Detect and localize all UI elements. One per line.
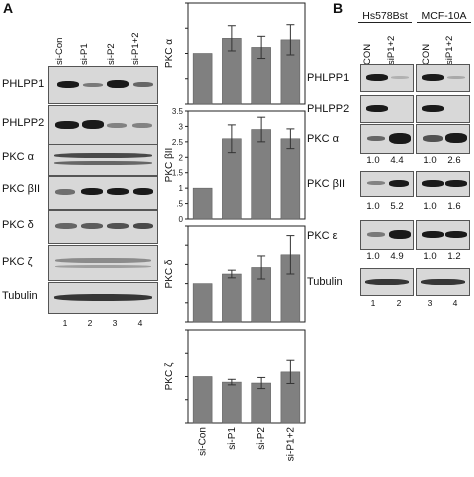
y-tick-label: 3 — [179, 122, 184, 131]
lane-header: si-P1+2 — [130, 32, 141, 65]
blot-label: Tubulin — [307, 276, 343, 288]
blot-image-pkc-zeta — [48, 245, 158, 281]
blot-label: PKC α — [307, 133, 340, 145]
blot-image-pkc-beta-b — [360, 171, 414, 197]
bar — [280, 138, 301, 220]
blot-image-tubulin-b — [360, 268, 414, 296]
lane-header: siP1+2 — [444, 35, 455, 65]
blot-label: PHLPP1 — [2, 78, 45, 90]
blot-image-pkc-beta-b2 — [416, 171, 470, 197]
blot-label: PHLPP1 — [307, 72, 350, 84]
x-category-label: si-P1+2 — [285, 427, 296, 462]
blot-image-phlpp1-b — [360, 64, 414, 92]
y-tick-label: 1 — [179, 184, 184, 193]
panel-b-letter: B — [333, 0, 344, 16]
bar-charts: PKC α 0 .5 1 1.5 2 2.5 3 3.5 PKC βII PKC δ PKC ζ si… — [164, 2, 306, 462]
lane-number: 1 — [62, 318, 68, 328]
y-tick-label: 2.5 — [172, 138, 184, 147]
quant-value: 1.2 — [447, 251, 461, 262]
x-category-label: si-Con — [198, 427, 209, 456]
bar — [222, 273, 242, 323]
blot-label: Tubulin — [2, 290, 38, 302]
quant-value: 4.4 — [390, 155, 404, 166]
chart-frame — [187, 225, 306, 323]
blot-image-phlpp2 — [48, 105, 158, 145]
bar — [222, 381, 242, 424]
blot-image-pkc-alpha-b — [360, 124, 414, 154]
lane-number: 2 — [396, 298, 402, 308]
y-tick-label: 1.5 — [172, 169, 184, 178]
blot-image-phlpp1 — [48, 66, 158, 104]
lane-header: si-Con — [54, 37, 65, 65]
lane-header: CON — [362, 43, 373, 65]
blot-label: PKC α — [2, 151, 35, 163]
y-axis-label: PKC ζ — [164, 362, 175, 390]
lane-number: 3 — [112, 318, 118, 328]
y-tick-label: 3.5 — [172, 107, 184, 116]
blot-image-phlpp1-b2 — [416, 64, 470, 92]
blot-image-pkc-alpha — [48, 144, 158, 176]
blot-label: PHLPP2 — [2, 117, 45, 129]
blot-label: PKC ε — [307, 230, 338, 242]
y-tick-label: 2 — [179, 153, 184, 162]
bar — [192, 376, 213, 424]
quant-value: 1.0 — [366, 155, 380, 166]
quant-value: 2.6 — [447, 155, 461, 166]
bar — [192, 53, 213, 105]
group-header-hs578bst: Hs578Bst — [358, 10, 412, 23]
blot-image-tubulin — [48, 282, 158, 314]
blot-label: PHLPP2 — [307, 103, 350, 115]
blot-image-phlpp2-b2 — [416, 95, 470, 123]
lane-number: 4 — [137, 318, 143, 328]
lane-header: siP1+2 — [386, 35, 397, 65]
quant-value: 1.6 — [447, 201, 461, 212]
quant-value: 1.0 — [423, 251, 437, 262]
lane-header: si-P1 — [79, 43, 90, 65]
blot-image-pkc-eps-b2 — [416, 220, 470, 250]
x-category-label: si-P2 — [256, 427, 267, 450]
panel-a-letter: A — [3, 0, 14, 16]
quant-value: 1.0 — [366, 251, 380, 262]
blot-label: PKC ζ — [2, 256, 33, 268]
y-tick-label: 0 — [179, 215, 184, 224]
lane-header: si-P2 — [106, 43, 117, 65]
bar — [192, 283, 213, 323]
chart-frame — [187, 110, 306, 220]
lane-header: CON — [421, 43, 432, 65]
blot-label: PKC βII — [2, 183, 41, 195]
quant-value: 1.0 — [423, 155, 437, 166]
lane-number: 4 — [452, 298, 458, 308]
y-axis-label: PKC δ — [164, 259, 175, 288]
bar — [192, 187, 213, 220]
blot-label: PKC βII — [307, 178, 346, 190]
blot-image-pkc-eps-b — [360, 220, 414, 250]
quant-value: 5.2 — [390, 201, 404, 212]
bar — [251, 129, 271, 220]
group-header-mcf10a: MCF-10A — [417, 10, 471, 23]
quant-value: 1.0 — [366, 201, 380, 212]
y-axis-label: PKC βII — [164, 148, 175, 183]
y-axis-label: PKC α — [164, 39, 175, 68]
quant-value: 4.9 — [390, 251, 404, 262]
blot-image-pkc-delta — [48, 210, 158, 244]
x-category-label: si-P1 — [227, 427, 238, 450]
lane-number: 3 — [427, 298, 433, 308]
blot-image-pkc-alpha-b2 — [416, 124, 470, 154]
blot-label: PKC δ — [2, 219, 34, 231]
lane-number: 1 — [370, 298, 376, 308]
blot-image-phlpp2-b — [360, 95, 414, 123]
blot-image-pkc-beta — [48, 176, 158, 210]
y-tick-label: .5 — [176, 200, 183, 209]
blot-image-tubulin-b2 — [416, 268, 470, 296]
quant-value: 1.0 — [423, 201, 437, 212]
lane-number: 2 — [87, 318, 93, 328]
